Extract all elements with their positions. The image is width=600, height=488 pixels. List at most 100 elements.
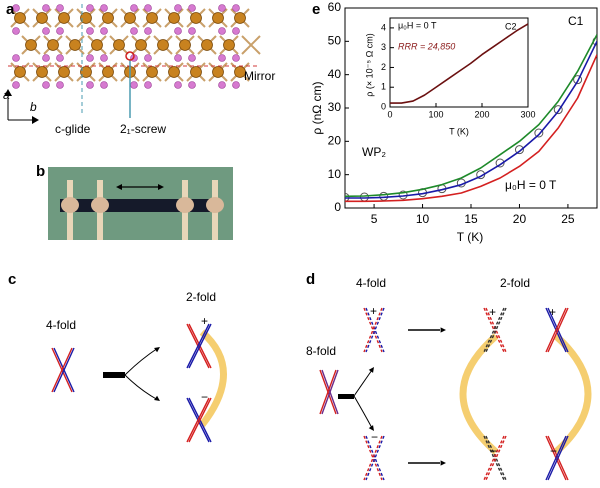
shape (12, 4, 20, 12)
shape (174, 27, 182, 35)
shape (12, 81, 20, 89)
shape (201, 39, 213, 51)
data-line (390, 23, 528, 104)
shape (186, 397, 210, 443)
plot-frame (389, 17, 529, 108)
data-point (553, 105, 563, 115)
panel-label: e (312, 1, 320, 18)
shape (365, 307, 385, 353)
shape (547, 435, 569, 481)
shape (58, 12, 70, 24)
y-tick-label: 40 (328, 67, 342, 81)
shape (130, 4, 138, 12)
shape (440, 460, 446, 466)
sign: − (371, 430, 378, 444)
fold-label: 8-fold (306, 344, 336, 358)
data-line (345, 54, 597, 203)
shape (199, 329, 227, 428)
shape (241, 35, 261, 55)
screw-label: 2₁-screw (120, 122, 166, 136)
shape (146, 66, 158, 78)
shape (86, 4, 94, 12)
data-point (514, 145, 524, 155)
shape (91, 39, 103, 51)
shape (12, 27, 20, 35)
shape (338, 394, 354, 399)
x-tick-label: 5 (371, 212, 378, 226)
x-tick-label: 300 (520, 109, 535, 119)
data-line (345, 34, 597, 198)
shape (179, 39, 191, 51)
y-tick-label: 0 (381, 101, 386, 111)
shape (100, 4, 108, 12)
x-tick-label: 0 (387, 109, 392, 119)
shape (365, 435, 385, 481)
series-label: C2 (505, 21, 517, 31)
shape (116, 184, 164, 190)
x-axis-label: T (K) (457, 230, 483, 244)
x-axis-label: T (K) (449, 126, 469, 136)
shape (485, 435, 507, 481)
y-tick-label: 4 (381, 22, 386, 32)
data-point (495, 158, 505, 168)
shape (58, 66, 70, 78)
shape (459, 333, 499, 455)
shape (144, 27, 152, 35)
shape (547, 307, 569, 353)
shape (103, 372, 125, 378)
shape (174, 4, 182, 12)
shape (154, 347, 160, 353)
data-line (345, 40, 597, 199)
sign: − (550, 444, 557, 458)
shape (232, 4, 240, 12)
shape (218, 81, 226, 89)
shape (86, 54, 94, 62)
shape (174, 54, 182, 62)
shape (56, 54, 64, 62)
shape (36, 12, 48, 24)
shape (144, 4, 152, 12)
shape (144, 54, 152, 62)
shape (53, 347, 75, 393)
fold-label: 2-fold (186, 290, 216, 304)
shape (130, 81, 138, 89)
x-tick-label: 20 (513, 212, 527, 226)
panel-label: d (306, 271, 315, 288)
y-axis-label: ρ (× 10⁻⁵ Ω cm) (364, 33, 374, 97)
shape (86, 81, 94, 89)
panel-label: b (36, 163, 45, 180)
mirror-label: Mirror (244, 69, 275, 83)
shape (363, 307, 383, 353)
shape (319, 369, 337, 415)
shape (232, 27, 240, 35)
shape (146, 12, 158, 24)
shape (218, 27, 226, 35)
shape (61, 197, 79, 213)
shape (353, 369, 373, 397)
shape (212, 66, 224, 78)
shape (42, 54, 50, 62)
y-tick-label: 50 (328, 34, 342, 48)
shape (206, 197, 224, 213)
shape (56, 4, 64, 12)
y-tick-label: 10 (328, 167, 342, 181)
shape (4, 89, 12, 96)
shape (483, 307, 505, 353)
shape (545, 435, 567, 481)
inset-background (390, 18, 528, 107)
sign: − (490, 444, 497, 458)
y-tick-label: 30 (328, 100, 342, 114)
shape (368, 425, 374, 431)
data-point (534, 128, 544, 138)
shape (100, 54, 108, 62)
shape (545, 307, 567, 353)
shape (14, 12, 26, 24)
shape (102, 12, 114, 24)
shape (12, 54, 20, 62)
shape (80, 12, 92, 24)
plot-frame (344, 7, 598, 209)
y-tick-label: 20 (328, 134, 342, 148)
shape (190, 66, 202, 78)
shape (100, 27, 108, 35)
